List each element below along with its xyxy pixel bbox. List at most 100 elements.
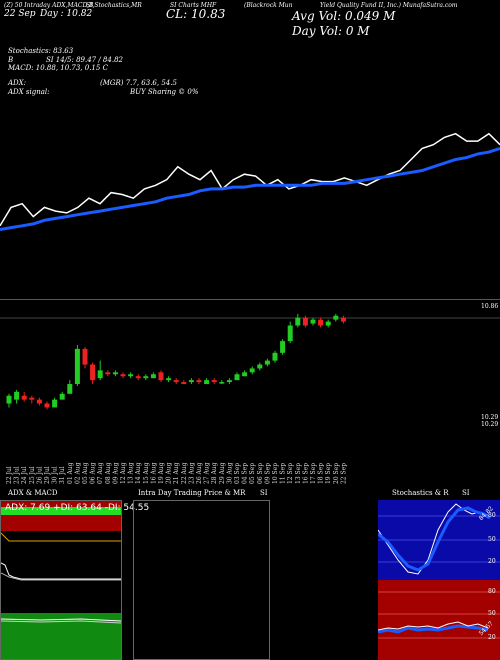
- header-studies: SI,Stochastics,MR: [86, 2, 142, 9]
- x-axis-date-label: 16 Aug: [150, 462, 157, 484]
- buy-signal: BUY Sharing © 0%: [130, 88, 199, 96]
- x-axis-date-label: 01 Aug: [67, 462, 74, 484]
- x-axis-date-label: 10 Sep: [272, 463, 279, 484]
- x-axis-date-label: 30 Aug: [226, 462, 233, 484]
- adx-macd-panel: ADX: 7.69 +DI: 63.64 -DI: 54.55: [0, 500, 149, 660]
- candle-body: [90, 364, 96, 381]
- stochastics-title: Stochastics & R: [392, 489, 449, 497]
- candle-body: [112, 372, 118, 375]
- stochastics-lines: [378, 503, 500, 575]
- candle-body: [158, 372, 164, 381]
- x-axis-date-label: 15 Aug: [143, 462, 150, 484]
- x-axis-date-label: 13 Sep: [295, 463, 302, 484]
- adx-red-zone: [1, 501, 121, 531]
- candle-body: [29, 397, 35, 400]
- adx-label: ADX:: [8, 79, 27, 87]
- candle-body: [257, 364, 263, 369]
- x-axis-date-label: 04 Sep: [242, 463, 249, 484]
- b-label: B: [8, 56, 14, 64]
- x-axis-date-label: 30 Jul: [52, 466, 59, 484]
- x-axis-date-label: 28 Aug: [211, 462, 218, 484]
- candle-body: [219, 382, 225, 384]
- candle-body: [226, 380, 232, 383]
- moving-average-line: [0, 146, 500, 231]
- x-axis-date-label: 25 Jul: [29, 466, 36, 484]
- header-company: (Blackrock Mun: [244, 2, 293, 9]
- candle-body: [295, 317, 301, 326]
- x-axis-date-label: 22 Jul: [6, 466, 13, 484]
- x-axis-date-label: 09 Aug: [112, 462, 119, 484]
- stochastics-si-label: SI: [462, 489, 470, 497]
- x-axis-date-label: 18 Sep: [318, 463, 325, 484]
- header-fund: Yield Quality Fund II, Inc.) MunafaSutra…: [320, 2, 458, 9]
- candle-body: [82, 348, 88, 365]
- candle-body: [128, 374, 134, 377]
- candle-body: [173, 380, 179, 383]
- adx-green-band: [1, 507, 121, 515]
- x-axis-date-label: 29 Jul: [44, 466, 51, 484]
- x-axis-date-label: 13 Aug: [128, 462, 135, 484]
- x-axis-date-label: 19 Aug: [158, 462, 165, 484]
- candle-body: [340, 317, 346, 322]
- stoch-level-20: 20: [488, 558, 496, 565]
- x-axis-date-label: 06 Aug: [90, 462, 97, 484]
- x-axis-date-label: 27 Aug: [204, 462, 211, 484]
- candle-body: [318, 319, 324, 326]
- x-axis-date-label: 12 Sep: [287, 463, 294, 484]
- candle-body: [181, 382, 187, 385]
- x-axis-date-label: 02 Aug: [74, 462, 81, 484]
- adx-values: (MGR) 7.7, 63.6, 54.5: [100, 79, 177, 87]
- rsi-level-50: 50: [488, 610, 496, 617]
- x-axis-date-label: 22 Aug: [181, 462, 188, 484]
- candle-body: [310, 319, 316, 324]
- header-symbol: (Z) 50 Intraday ADX,MACD,B: [4, 2, 94, 9]
- day-volume: Day Vol: 0 M: [292, 24, 370, 38]
- candle-body: [234, 374, 240, 381]
- candle-body: [135, 376, 141, 379]
- candle-body: [204, 380, 210, 385]
- x-axis-date-label: 06 Sep: [257, 463, 264, 484]
- header-close: CL: 10.83: [166, 7, 226, 21]
- candle-body: [105, 372, 111, 375]
- candle-body: [6, 395, 12, 404]
- x-axis-date-label: 31 Jul: [59, 466, 66, 484]
- candle-body: [52, 399, 58, 408]
- x-axis-date-label: 16 Sep: [302, 463, 309, 484]
- candle-body: [74, 348, 80, 385]
- candle-body: [333, 315, 339, 320]
- candle-body: [97, 370, 103, 379]
- avg-volume: Avg Vol: 0.049 M: [292, 9, 396, 23]
- x-axis-date-label: 23 Aug: [188, 462, 195, 484]
- macd-green-zone: [1, 613, 121, 659]
- y-axis-bottom-label: 10.29: [481, 414, 499, 421]
- adx-macd-title: ADX & MACD: [8, 489, 58, 497]
- candle-body: [67, 384, 73, 394]
- x-axis-date-label: 03 Sep: [234, 463, 241, 484]
- x-axis-date-label: 26 Aug: [196, 462, 203, 484]
- x-axis-date-label: 11 Sep: [280, 463, 287, 484]
- x-axis-date-label: 24 Jul: [21, 466, 28, 484]
- x-axis-date-label: 05 Sep: [249, 463, 256, 484]
- intraday-panel: [133, 500, 270, 660]
- x-axis-date-label: 29 Aug: [219, 462, 226, 484]
- stoch-level-80: 80: [488, 512, 496, 519]
- x-axis-date-label: 05 Aug: [82, 462, 89, 484]
- x-axis-date-label: 19 Sep: [325, 463, 332, 484]
- stochastics-readout: Stochastics: 83.63: [8, 47, 74, 55]
- candle-body: [242, 372, 248, 377]
- candle-body: [143, 376, 149, 379]
- rsi-panel: 80 50 20 54.57: [378, 580, 500, 660]
- rsi-level-80: 80: [488, 588, 496, 595]
- x-axis-date-label: 26 Jul: [36, 466, 43, 484]
- candle-body: [166, 378, 172, 381]
- candle-body: [14, 391, 20, 400]
- candle-body: [272, 352, 278, 361]
- stochastics-panel: 80 50 20 84.82: [378, 500, 500, 580]
- stoch-level-50: 50: [488, 536, 496, 543]
- x-axis-date-label: 12 Aug: [120, 462, 127, 484]
- candle-body: [120, 374, 126, 377]
- intraday-title: Intra Day Trading Price & MR: [138, 489, 246, 497]
- x-axis-date-label: 07 Aug: [97, 462, 104, 484]
- candle-body: [44, 403, 50, 408]
